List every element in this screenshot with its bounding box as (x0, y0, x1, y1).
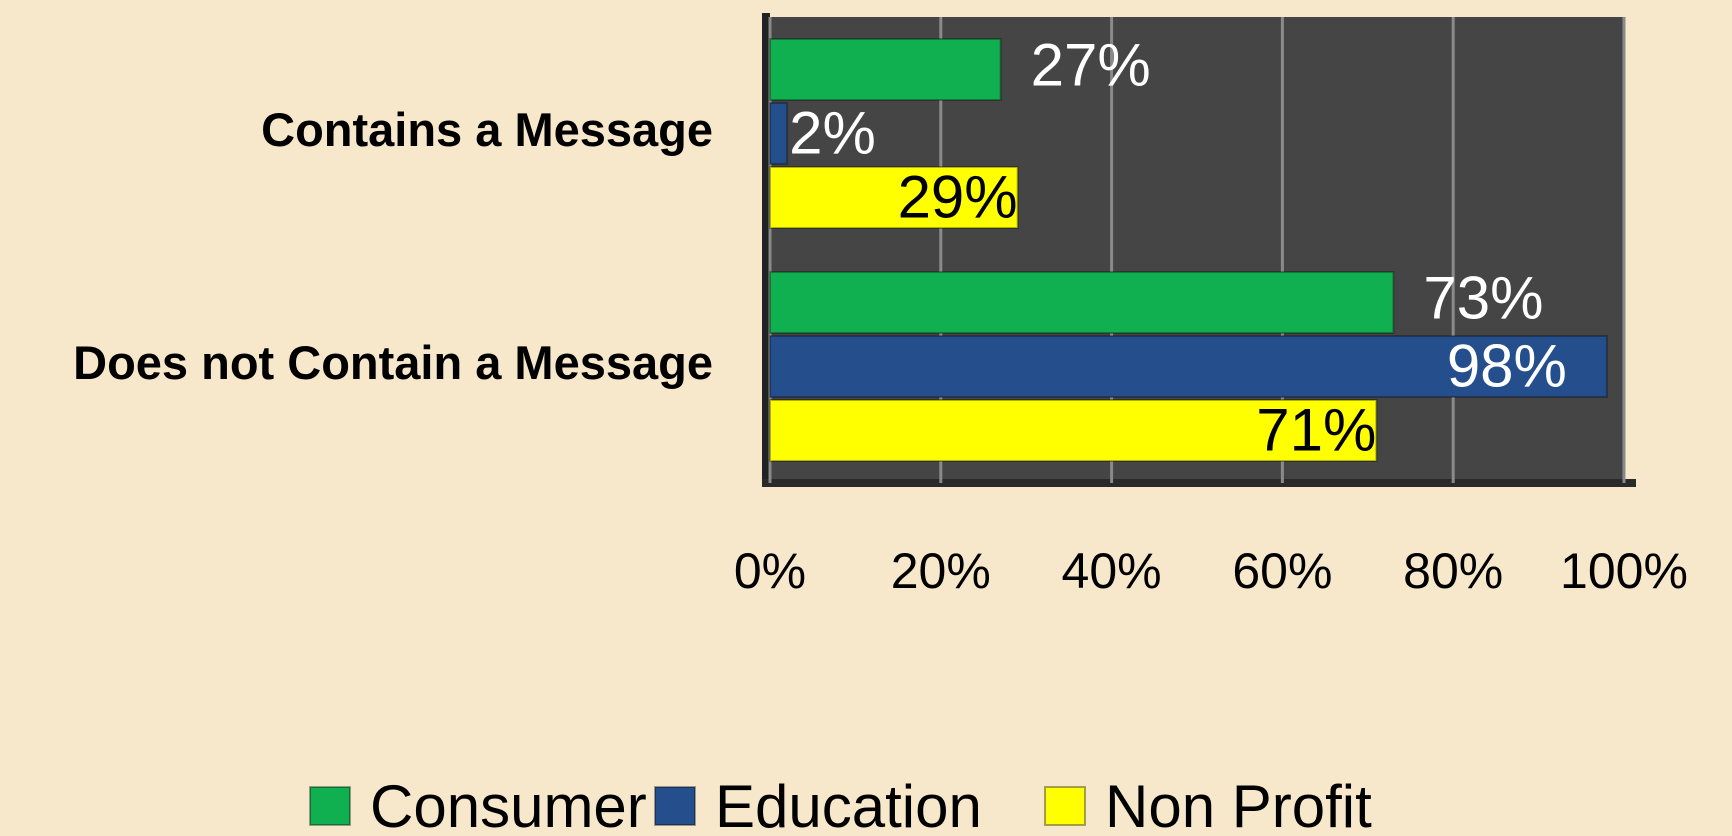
legend-swatch (654, 786, 696, 826)
bar (769, 102, 789, 165)
data-label: 29% (898, 163, 1018, 230)
bar (769, 399, 1378, 462)
data-label: 2% (789, 99, 876, 166)
data-label: 27% (1031, 31, 1151, 98)
plot-wall (762, 13, 770, 487)
bar (769, 271, 1395, 334)
data-label: 73% (1423, 264, 1543, 331)
x-tick-label: 80% (1403, 543, 1503, 599)
bar (769, 38, 1002, 101)
x-tick-label: 0% (734, 543, 806, 599)
category-label: Contains a Message (261, 103, 713, 156)
x-tick-label: 100% (1560, 543, 1688, 599)
legend-swatch (1044, 786, 1086, 826)
x-tick-label: 60% (1232, 543, 1332, 599)
category-label: Does not Contain a Message (73, 336, 713, 389)
legend-label: Education (715, 773, 982, 836)
x-tick-label: 40% (1062, 543, 1162, 599)
data-label: 98% (1447, 332, 1567, 399)
legend-label: Consumer (370, 773, 647, 836)
legend-swatch (309, 786, 351, 826)
legend-label: Non Profit (1105, 773, 1372, 836)
plot-floor (762, 479, 1636, 487)
x-tick-label: 20% (891, 543, 991, 599)
bar (769, 166, 1019, 229)
data-label: 71% (1256, 396, 1376, 463)
bar (769, 335, 1608, 398)
